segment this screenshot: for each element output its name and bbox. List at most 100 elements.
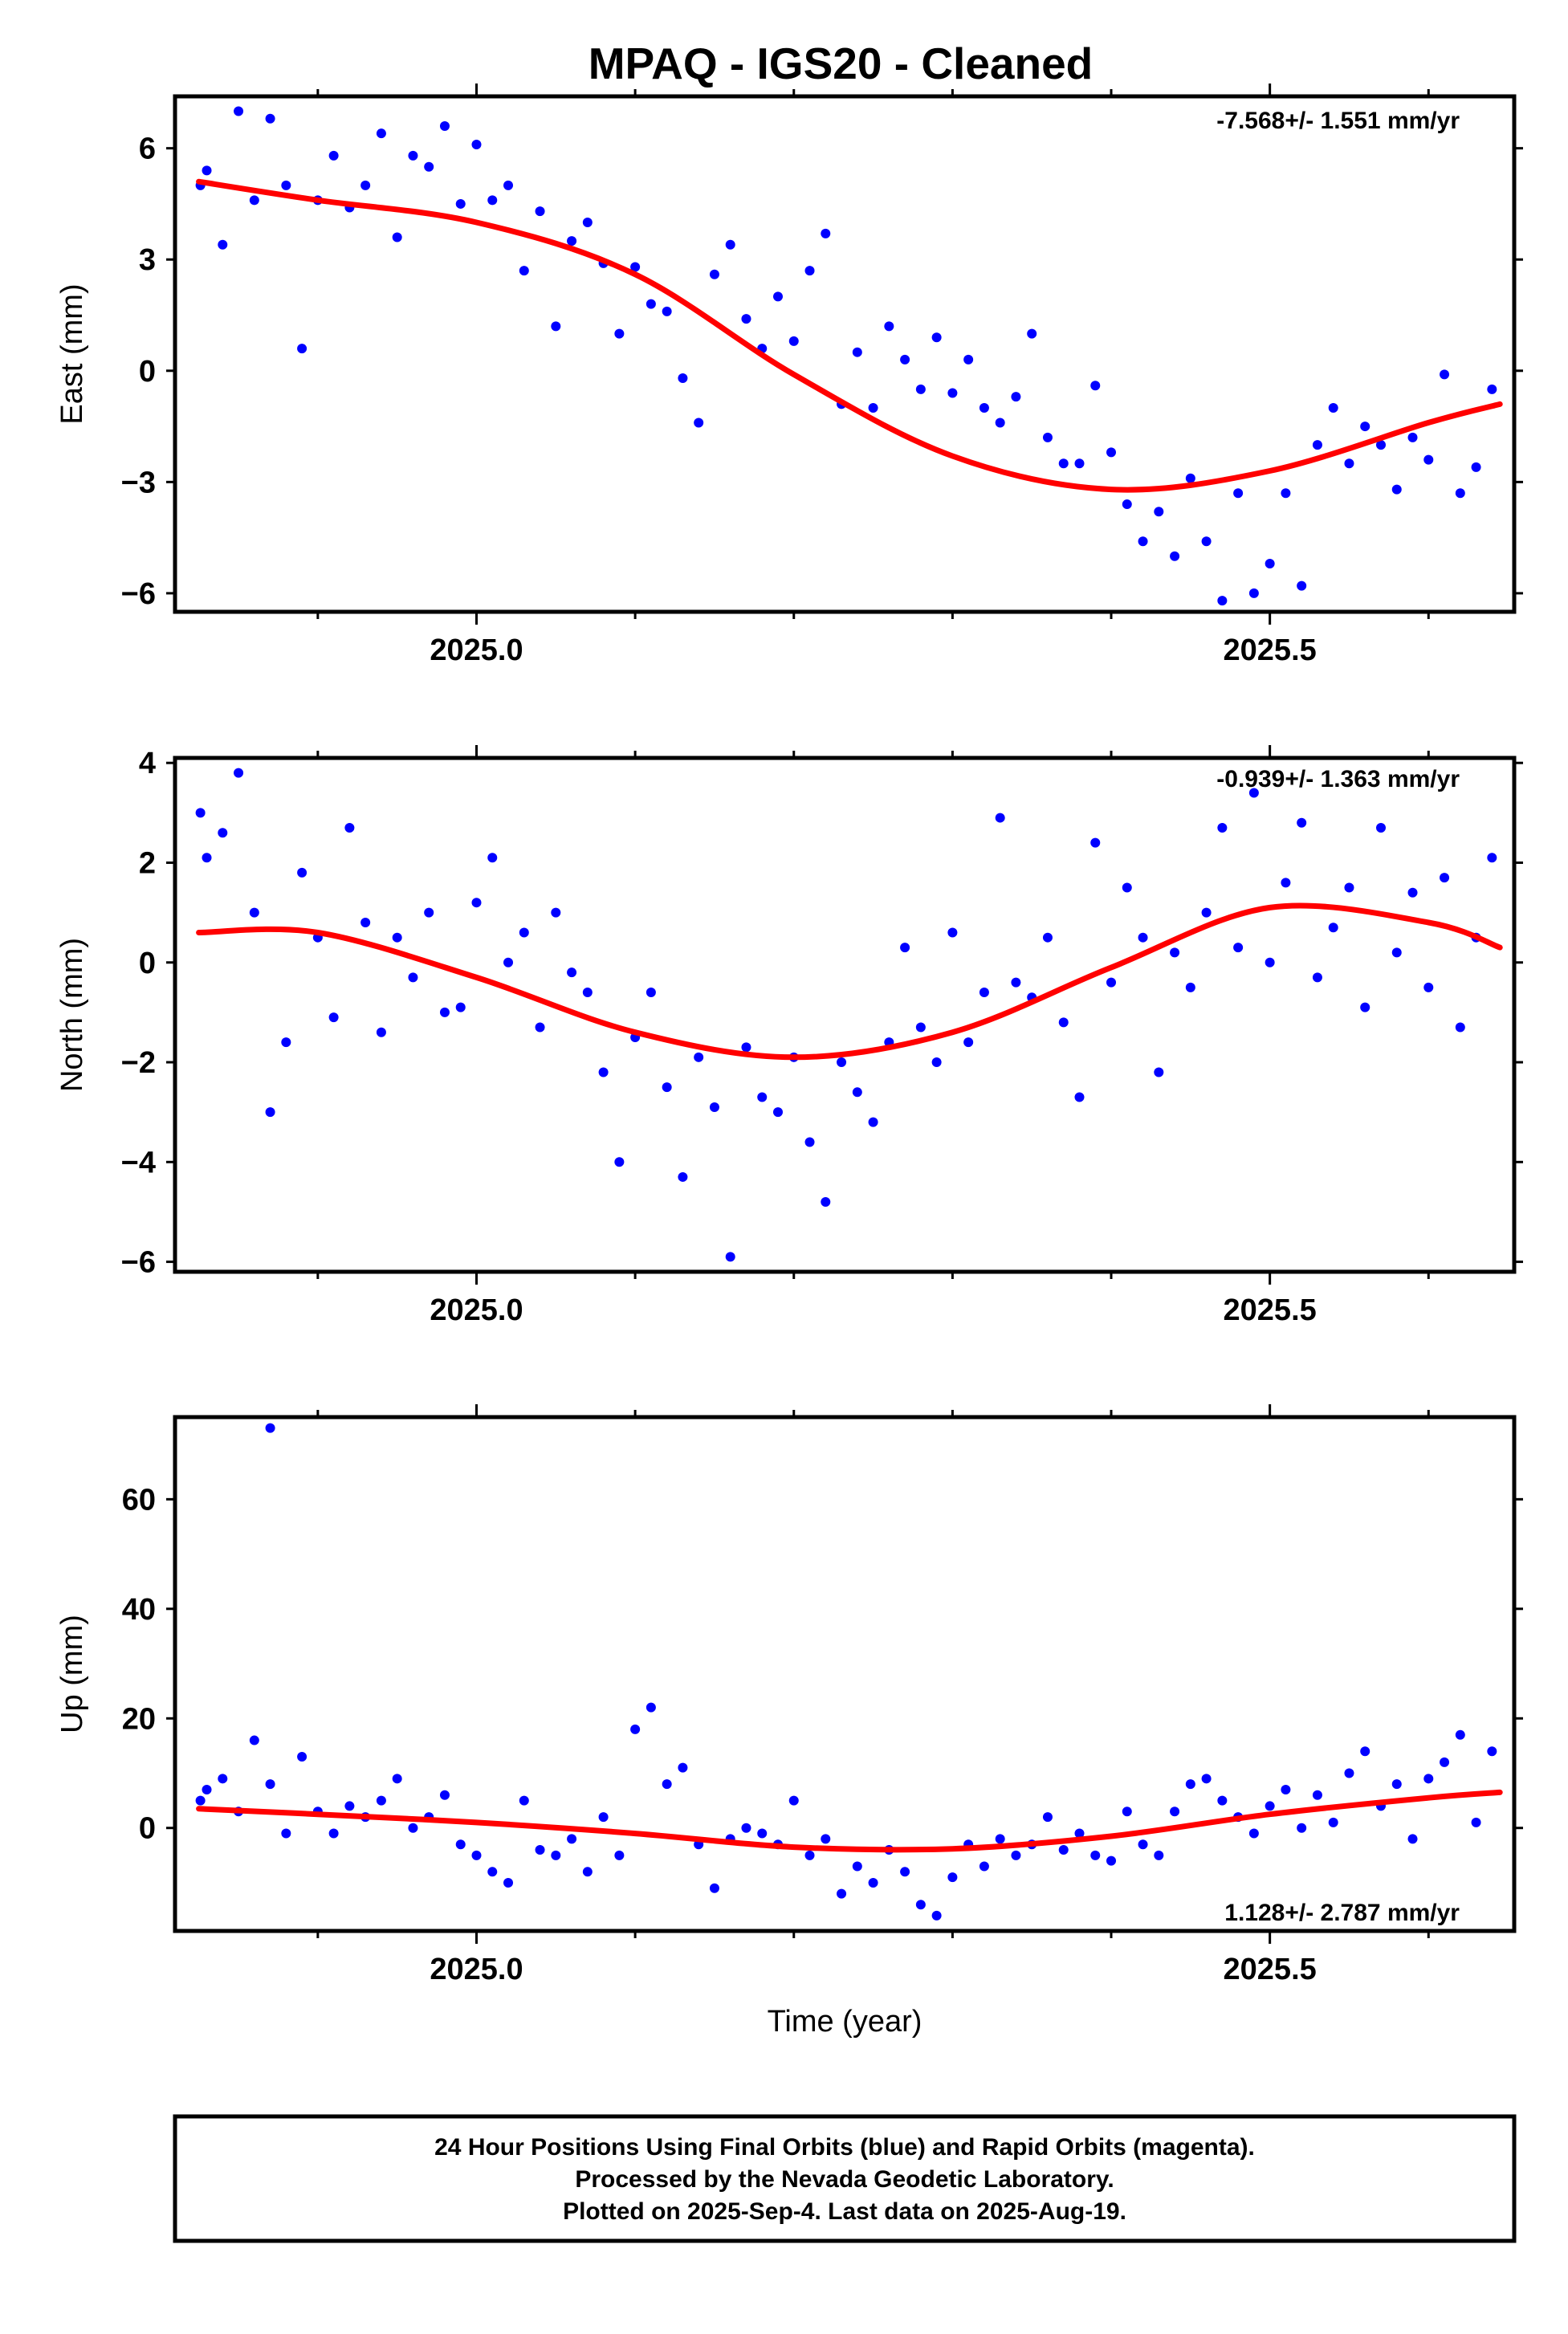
up-data-point: [995, 1834, 1005, 1844]
north-data-point: [868, 1117, 878, 1127]
north-ytick-label: −6: [121, 1246, 156, 1280]
east-ytick-label: −6: [121, 577, 156, 611]
east-data-point: [1248, 588, 1259, 598]
east-data-point: [1471, 462, 1481, 472]
up-data-point: [218, 1774, 228, 1784]
up-data-point: [837, 1888, 847, 1899]
up-data-point: [582, 1867, 593, 1877]
north-data-point: [915, 1022, 926, 1033]
north-data-point: [1154, 1067, 1164, 1077]
east-data-point: [408, 150, 418, 161]
north-data-point: [662, 1082, 672, 1093]
north-panel: North (mm) -0.939+/- 1.363 mm/yr 4 2 0 −2 −4…: [55, 745, 1523, 1327]
up-data-point: [1201, 1774, 1212, 1784]
up-data-point: [646, 1702, 656, 1713]
up-data-point: [1423, 1774, 1434, 1784]
up-data-point: [1455, 1729, 1465, 1740]
north-data-point: [1233, 943, 1244, 953]
north-data-point: [1122, 882, 1132, 893]
east-data-point: [963, 354, 974, 365]
east-data-point: [439, 120, 450, 131]
up-panel: Up (mm) 1.128+/- 2.787 mm/yr 60 40 20 0 2025…: [55, 1404, 1523, 1986]
up-data-point: [249, 1735, 259, 1745]
east-data-point: [884, 321, 894, 332]
north-data-point: [1265, 957, 1275, 967]
up-data-point: [265, 1423, 275, 1433]
north-data-point: [487, 853, 498, 863]
east-data-point: [788, 336, 799, 346]
up-data-point: [931, 1910, 942, 1921]
east-data-point: [360, 180, 371, 190]
up-data-point: [202, 1784, 212, 1794]
east-data-point: [741, 314, 751, 324]
north-data-point: [694, 1052, 704, 1062]
east-data-point: [995, 418, 1005, 428]
up-data-point: [1090, 1850, 1101, 1860]
north-data-point: [344, 822, 355, 833]
up-data-point: [455, 1839, 466, 1850]
up-data-point: [1042, 1812, 1053, 1823]
east-data-point: [1042, 432, 1053, 442]
north-data-point: [1328, 923, 1338, 933]
east-data-point: [915, 384, 926, 394]
east-data-point: [1185, 473, 1195, 483]
north-plot-area: [195, 768, 1503, 1262]
up-ytick-label: 60: [122, 1483, 156, 1517]
east-data-point: [709, 269, 719, 279]
east-ytick-label: 0: [139, 355, 156, 389]
up-data-point: [439, 1790, 450, 1800]
north-data-point: [1407, 887, 1418, 898]
north-data-point: [772, 1107, 783, 1118]
east-ytick-label: 6: [139, 132, 156, 166]
up-data-point: [1217, 1795, 1228, 1806]
east-ytick-label: 3: [139, 243, 156, 277]
east-data-point: [1217, 596, 1228, 606]
up-plot-area: [195, 1423, 1503, 1921]
up-data-point: [1074, 1828, 1085, 1839]
up-data-point: [1391, 1779, 1402, 1790]
up-data-point: [1471, 1817, 1481, 1827]
up-data-point: [630, 1724, 641, 1734]
north-data-point: [1090, 837, 1101, 848]
north-data-point: [1185, 982, 1195, 992]
east-data-point: [265, 113, 275, 124]
north-ytick-label: 2: [139, 846, 156, 880]
east-data-point: [1391, 484, 1402, 495]
footer-box: 24 Hour Positions Using Final Orbits (bl…: [173, 2114, 1517, 2243]
north-data-point: [455, 1002, 466, 1012]
up-data-point: [1248, 1828, 1259, 1839]
north-data-point: [646, 988, 656, 998]
north-data-point: [837, 1057, 847, 1068]
east-rate-label: -7.568+/- 1.551 mm/yr: [1216, 108, 1460, 134]
north-data-point: [376, 1027, 386, 1037]
north-data-point: [424, 907, 434, 918]
east-data-point: [582, 218, 593, 228]
east-data-point: [1058, 458, 1069, 469]
north-data-point: [392, 932, 402, 943]
east-data-point: [694, 418, 704, 428]
up-ytick-label: 40: [122, 1593, 156, 1627]
east-plot-frame: [173, 94, 1517, 614]
up-ytick-label: 20: [122, 1702, 156, 1736]
north-ytick-label: 0: [139, 947, 156, 980]
north-data-point: [360, 918, 371, 928]
north-data-point: [218, 828, 228, 838]
north-data-point: [821, 1197, 831, 1208]
east-data-point: [1360, 422, 1370, 432]
north-data-point: [503, 957, 514, 967]
up-data-point: [567, 1834, 577, 1844]
north-data-point: [1170, 947, 1180, 958]
east-data-point: [234, 106, 244, 116]
north-data-point: [551, 907, 561, 918]
up-data-point: [1170, 1807, 1180, 1817]
north-data-point: [757, 1092, 768, 1102]
up-data-point: [471, 1850, 482, 1860]
north-data-point: [614, 1157, 625, 1167]
north-data-point: [725, 1252, 735, 1262]
north-data-point: [1487, 853, 1497, 863]
east-data-point: [662, 306, 672, 316]
north-xtick-label: 2025.0: [430, 1293, 523, 1327]
north-data-point: [519, 927, 529, 938]
east-data-point: [281, 180, 291, 190]
